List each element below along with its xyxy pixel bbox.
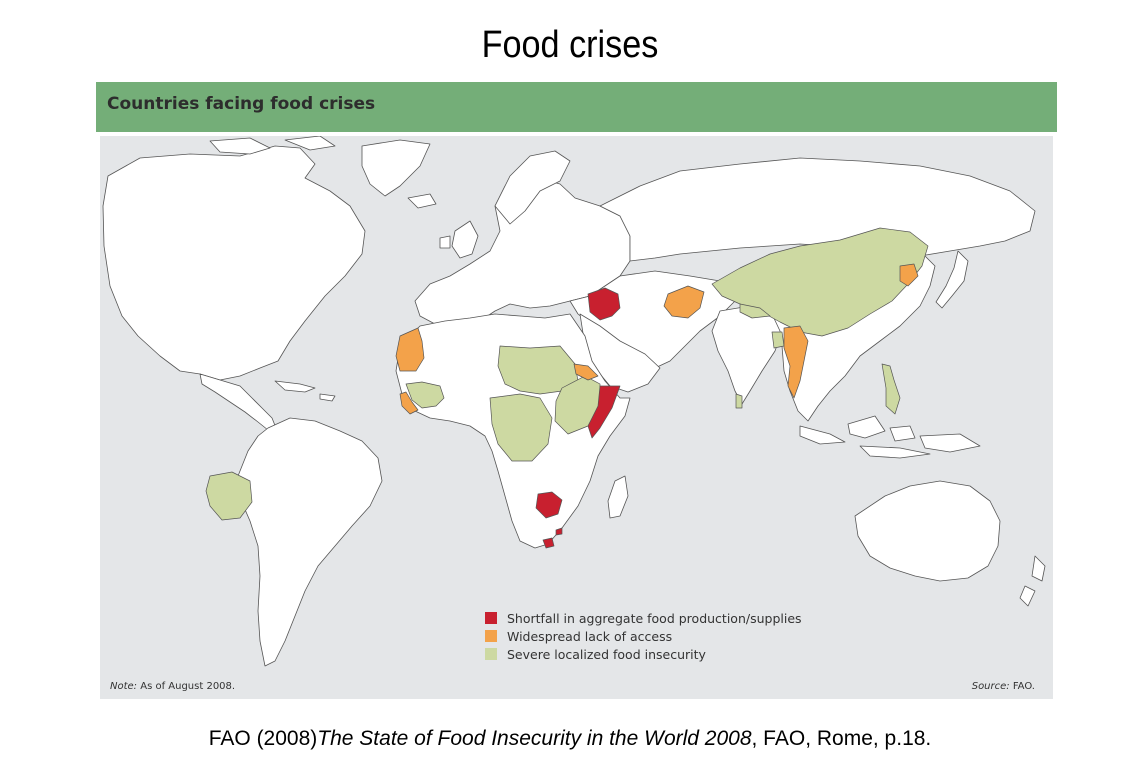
- south-america: [237, 417, 383, 667]
- madagascar: [607, 475, 629, 519]
- country-zimbabwe: [535, 491, 563, 519]
- country-lesotho: [542, 537, 555, 549]
- legend-label-shortfall: Shortfall in aggregate food production/s…: [507, 610, 802, 626]
- japan: [935, 250, 969, 309]
- world-map: Shortfall in aggregate food production/s…: [100, 136, 1053, 699]
- country-sierra-leone-liberia: [399, 391, 419, 415]
- legend-item-lack-of-access: Widespread lack of access: [485, 627, 802, 645]
- citation-title: The State of Food Insecurity in the Worl…: [317, 727, 752, 750]
- country-sri-lanka: [735, 393, 743, 409]
- map-source: Source: FAO.: [972, 681, 1035, 692]
- russia: [599, 157, 1036, 262]
- country-nepal: [739, 303, 771, 319]
- citation: FAO (2008)The State of Food Insecurity i…: [0, 727, 1140, 751]
- country-eritrea: [573, 363, 599, 381]
- figure-title: Countries facing food crises: [107, 94, 376, 114]
- iceland: [407, 193, 437, 209]
- figure-header: Countries facing food crises: [96, 82, 1057, 134]
- legend-swatch-shortfall: [485, 612, 497, 624]
- new-zealand: [1019, 555, 1046, 607]
- source-text: FAO.: [1012, 681, 1035, 692]
- greenland: [361, 139, 431, 197]
- country-iraq: [587, 287, 621, 321]
- country-myanmar: [783, 325, 809, 399]
- legend-swatch-lack-of-access: [485, 630, 497, 642]
- map-figure: Countries facing food crises: [96, 82, 1057, 699]
- north-america: [102, 145, 366, 381]
- maritime-southeast-asia: [799, 415, 981, 459]
- slide-title: Food crises: [481, 24, 659, 66]
- world-map-svg: [102, 136, 1046, 667]
- map-legend: Shortfall in aggregate food production/s…: [485, 609, 802, 663]
- country-swaziland: [555, 527, 563, 536]
- india: [711, 305, 783, 405]
- country-afghanistan: [663, 285, 705, 319]
- scandinavia: [494, 150, 571, 225]
- country-mauritania: [395, 327, 425, 372]
- legend-item-localized: Severe localized food insecurity: [485, 645, 802, 663]
- note-label: Note:: [110, 681, 138, 692]
- caribbean-islands: [274, 380, 336, 402]
- legend-label-lack-of-access: Widespread lack of access: [507, 628, 673, 644]
- legend-item-shortfall: Shortfall in aggregate food production/s…: [485, 609, 802, 627]
- country-bangladesh: [771, 331, 785, 349]
- country-guinea-cote-divoire: [405, 381, 445, 409]
- country-north-korea: [899, 263, 919, 287]
- map-note: Note: As of August 2008.: [110, 681, 235, 692]
- country-philippines: [881, 363, 901, 415]
- arctic-islands: [209, 136, 336, 155]
- source-label: Source:: [971, 681, 1010, 692]
- australia: [854, 480, 1001, 582]
- country-bolivia: [205, 471, 253, 521]
- british-isles: [439, 220, 479, 259]
- citation-suffix: , FAO, Rome, p.18.: [751, 727, 932, 750]
- note-text: As of August 2008.: [140, 681, 236, 692]
- central-america: [199, 373, 277, 431]
- country-central-africa-drc: [489, 393, 553, 462]
- country-somalia: [587, 385, 621, 439]
- citation-prefix: FAO (2008): [208, 727, 318, 750]
- legend-label-localized: Severe localized food insecurity: [507, 646, 706, 662]
- legend-swatch-localized: [485, 648, 497, 660]
